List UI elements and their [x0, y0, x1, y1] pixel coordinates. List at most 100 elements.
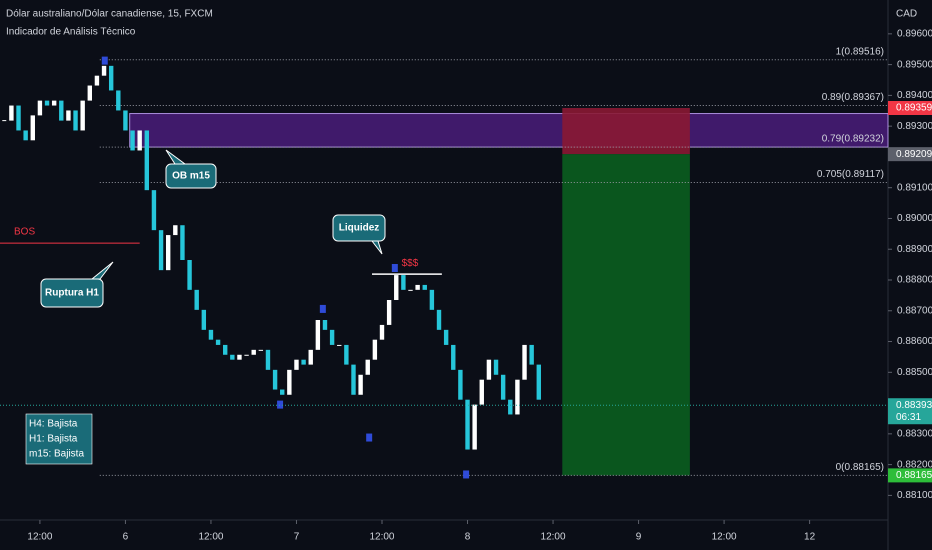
candle	[280, 389, 285, 395]
bos-label: BOS	[14, 227, 35, 238]
y-tick-label: 0.88300	[897, 428, 932, 439]
candle	[101, 65, 107, 76]
price-label: 0.88165	[896, 470, 932, 481]
candle	[358, 374, 363, 395]
callout-box	[165, 163, 217, 189]
x-tick-label: 12:00	[27, 532, 52, 543]
candle	[23, 130, 28, 141]
pivot-marker	[366, 433, 373, 442]
price-label: 0.89359	[896, 103, 932, 114]
stop-zone	[562, 108, 690, 155]
candle	[265, 349, 271, 370]
fib-label: 0.705(0.89117)	[817, 169, 884, 180]
candle	[208, 329, 214, 340]
candle	[16, 105, 21, 131]
candle	[365, 359, 370, 375]
candle	[436, 309, 442, 330]
y-tick-label: 0.89100	[897, 182, 932, 193]
callout-text: Liquidez	[339, 223, 380, 234]
candle	[351, 364, 356, 395]
trend-box	[25, 413, 93, 465]
chart-subtitle: Indicador de Análisis Técnico	[6, 27, 136, 38]
y-tick-label: 0.88500	[897, 367, 932, 378]
x-tick-label: 12	[804, 532, 816, 543]
trend-text: m15: Bajista	[29, 449, 84, 460]
fib-label: 0(0.88165)	[836, 462, 884, 473]
x-tick-label: 12:00	[369, 532, 394, 543]
y-tick-label: 0.88700	[897, 305, 932, 316]
y-tick-label: 0.88100	[897, 490, 932, 501]
candle	[322, 320, 328, 330]
price-label-bg	[888, 147, 932, 162]
x-tick-label: 12:00	[198, 532, 223, 543]
candle	[294, 359, 299, 370]
currency: CAD	[896, 9, 917, 20]
candle	[180, 225, 185, 260]
order-block-zone	[129, 113, 889, 148]
candle	[344, 344, 349, 365]
candle	[422, 284, 427, 290]
callout-text: OB m15	[172, 171, 210, 182]
candle	[194, 289, 199, 310]
candle	[137, 130, 142, 151]
candle	[443, 329, 449, 345]
y-tick-label: 0.88900	[897, 244, 932, 255]
candle	[51, 100, 57, 106]
candle	[515, 379, 520, 415]
callout-box	[40, 278, 104, 308]
candle	[9, 105, 14, 121]
candle	[116, 90, 121, 111]
y-tick-label: 0.88200	[897, 459, 932, 470]
candle	[94, 75, 100, 86]
candle	[237, 354, 242, 360]
x-tick-label: 12:00	[712, 532, 737, 543]
candle	[401, 275, 406, 290]
pivot-marker	[319, 304, 326, 313]
x-tick-label: 12:00	[541, 532, 566, 543]
candle	[187, 260, 192, 290]
candle	[230, 354, 235, 360]
candle	[66, 110, 71, 121]
candle	[379, 324, 385, 340]
pivot-marker	[277, 400, 284, 409]
candle	[87, 85, 92, 101]
x-tick-label: 9	[636, 532, 642, 543]
candle	[201, 309, 207, 330]
candle	[73, 110, 78, 131]
candle	[244, 354, 249, 356]
chart-title: Dólar australiano/Dólar canadiense, 15, …	[6, 9, 213, 20]
candle	[123, 110, 128, 131]
candle	[529, 344, 534, 365]
pivot-marker	[101, 56, 108, 65]
candle	[30, 115, 35, 141]
trend-text: H4: Bajista	[29, 419, 78, 430]
candle	[308, 349, 313, 365]
candle	[486, 359, 492, 380]
trend-text: H1: Bajista	[29, 434, 78, 445]
fib-label: 1(0.89516)	[836, 46, 884, 57]
price-label-bg	[888, 398, 932, 425]
x-tick-label: 6	[123, 532, 129, 543]
candle	[258, 349, 264, 351]
candle	[386, 300, 392, 325]
liquidity-label: $$$	[402, 258, 419, 269]
candle	[144, 130, 150, 191]
candle	[508, 399, 513, 415]
y-tick-label: 0.89300	[897, 121, 932, 132]
x-tick-label: 8	[465, 532, 471, 543]
candle	[165, 235, 171, 271]
target-zone	[562, 154, 690, 476]
candle	[472, 404, 477, 450]
candle	[108, 65, 114, 91]
candle	[429, 289, 435, 310]
candle	[272, 369, 278, 390]
candle	[130, 130, 135, 151]
candle	[287, 369, 292, 395]
y-tick-label: 0.89600	[897, 28, 932, 39]
candle	[394, 275, 399, 300]
candle	[215, 339, 221, 345]
candle	[151, 190, 157, 231]
candle	[301, 359, 306, 365]
